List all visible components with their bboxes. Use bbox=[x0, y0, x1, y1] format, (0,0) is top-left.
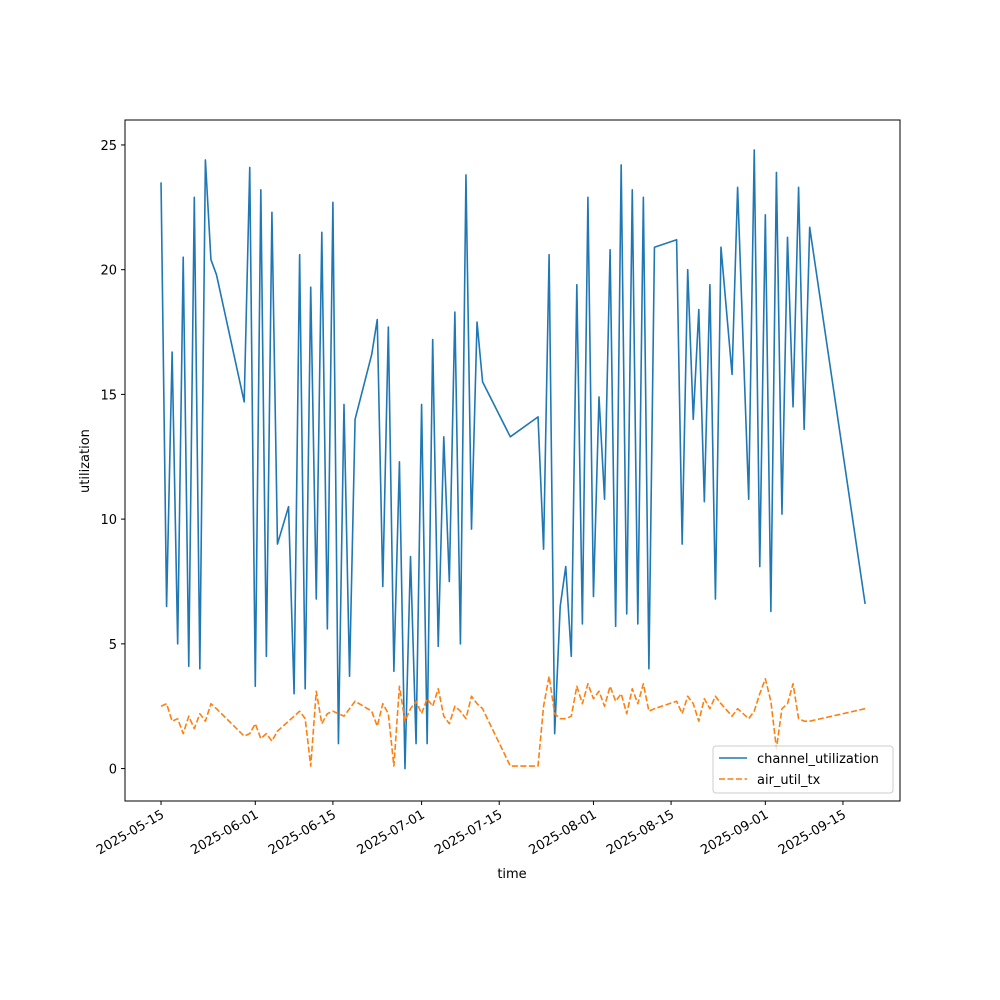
legend-label: air_util_tx bbox=[757, 773, 821, 788]
x-axis-label: time bbox=[497, 867, 526, 882]
x-tick-label: 2025-09-01 bbox=[698, 807, 771, 858]
legend-label: channel_utilization bbox=[757, 752, 879, 767]
series-line bbox=[160, 675, 866, 767]
y-tick-label: 15 bbox=[100, 388, 117, 403]
y-tick-label: 20 bbox=[100, 264, 117, 279]
x-tick-label: 2025-08-01 bbox=[527, 807, 600, 858]
legend: channel_utilization air_util_tx bbox=[712, 745, 894, 794]
y-axis-label: utilization bbox=[78, 429, 93, 493]
plot-frame bbox=[124, 119, 901, 802]
x-tick-label: 2025-07-01 bbox=[355, 807, 428, 858]
x-tick-label: 2025-05-15 bbox=[94, 807, 167, 858]
x-tick-label: 2025-07-15 bbox=[432, 807, 505, 858]
x-tick-label: 2025-09-15 bbox=[776, 807, 849, 858]
y-tick-label: 0 bbox=[109, 763, 117, 778]
y-tick-label: 5 bbox=[109, 638, 117, 653]
x-tick-label: 2025-08-15 bbox=[604, 807, 677, 858]
x-tick-label: 2025-06-15 bbox=[266, 807, 339, 858]
y-tick-label: 10 bbox=[100, 513, 117, 528]
legend-box bbox=[712, 745, 894, 794]
y-tick-label: 25 bbox=[100, 139, 117, 154]
x-tick-label: 2025-06-01 bbox=[188, 807, 261, 858]
series-line bbox=[160, 149, 866, 770]
